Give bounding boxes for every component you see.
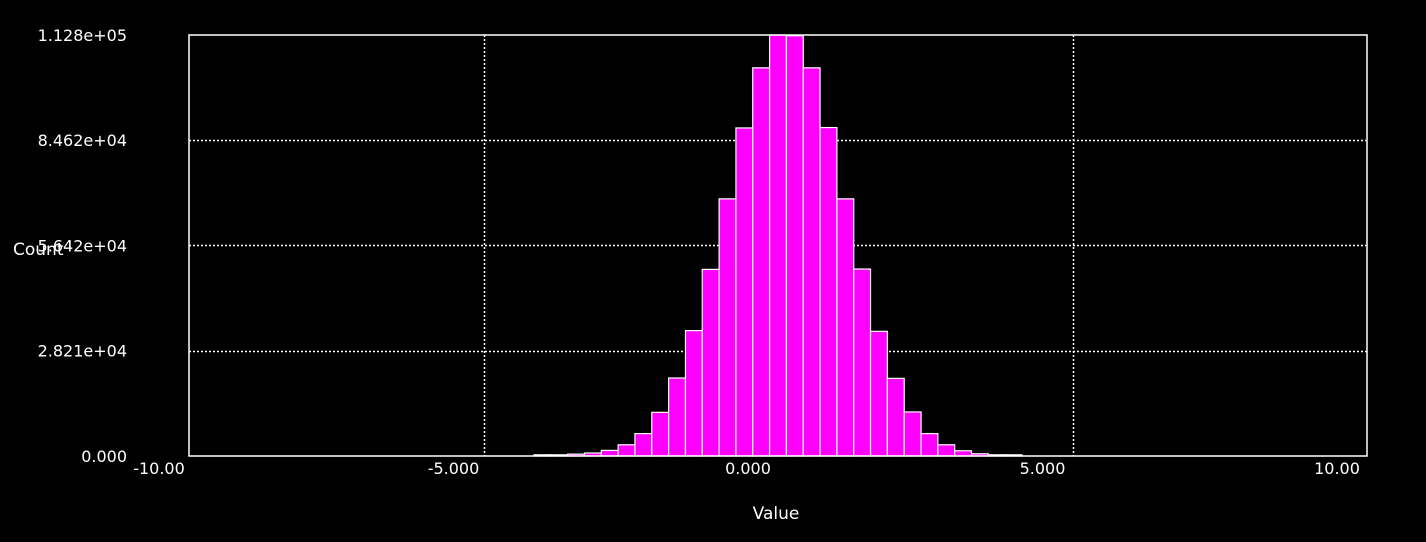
y-tick-label: 8.462e+04	[38, 131, 127, 150]
histogram-bars	[533, 34, 1023, 457]
histogram-bar	[651, 411, 670, 457]
y-tick-label: 5.642e+04	[38, 236, 127, 255]
histogram-bar	[617, 444, 636, 457]
histogram-bar	[735, 127, 754, 457]
histogram-bar	[600, 449, 619, 457]
y-tick-label: 2.821e+04	[38, 342, 127, 361]
x-tick-label: -10.00	[133, 459, 185, 478]
x-tick-label: 0.000	[725, 459, 771, 478]
histogram-bar	[668, 377, 687, 457]
histogram-bar	[802, 67, 821, 457]
histogram-bar	[634, 433, 653, 457]
histogram-bar	[869, 330, 888, 457]
histogram-bar	[752, 67, 771, 457]
plot-area-frame	[188, 34, 1368, 457]
y-axis-ticks: 0.000 2.821e+04 5.642e+04 8.462e+04 1.128e+0…	[38, 26, 127, 466]
histogram-bar	[768, 34, 788, 457]
histogram-bar	[886, 377, 905, 457]
histogram-bar	[718, 198, 737, 457]
histogram-bar	[836, 198, 855, 457]
histogram-bar	[920, 433, 939, 457]
x-tick-label: 5.000	[1020, 459, 1066, 478]
histogram-bar	[819, 126, 838, 457]
y-axis-label: Count	[13, 240, 64, 260]
x-axis-ticks: -10.00 -5.000 0.000 5.000 10.00	[133, 459, 1360, 478]
histogram-bar	[684, 329, 703, 457]
histogram-bar	[853, 268, 872, 457]
histogram-bar	[785, 35, 804, 457]
y-tick-label: 0.000	[81, 447, 127, 466]
x-tick-label: -5.000	[428, 459, 480, 478]
x-tick-label: 10.00	[1314, 459, 1360, 478]
x-axis-label: Value	[753, 504, 800, 524]
histogram-bar	[701, 268, 720, 457]
y-tick-label: 1.128e+05	[38, 26, 127, 45]
histogram-bar	[954, 450, 973, 457]
histogram-bar	[903, 411, 922, 457]
histogram-bar	[937, 444, 956, 457]
